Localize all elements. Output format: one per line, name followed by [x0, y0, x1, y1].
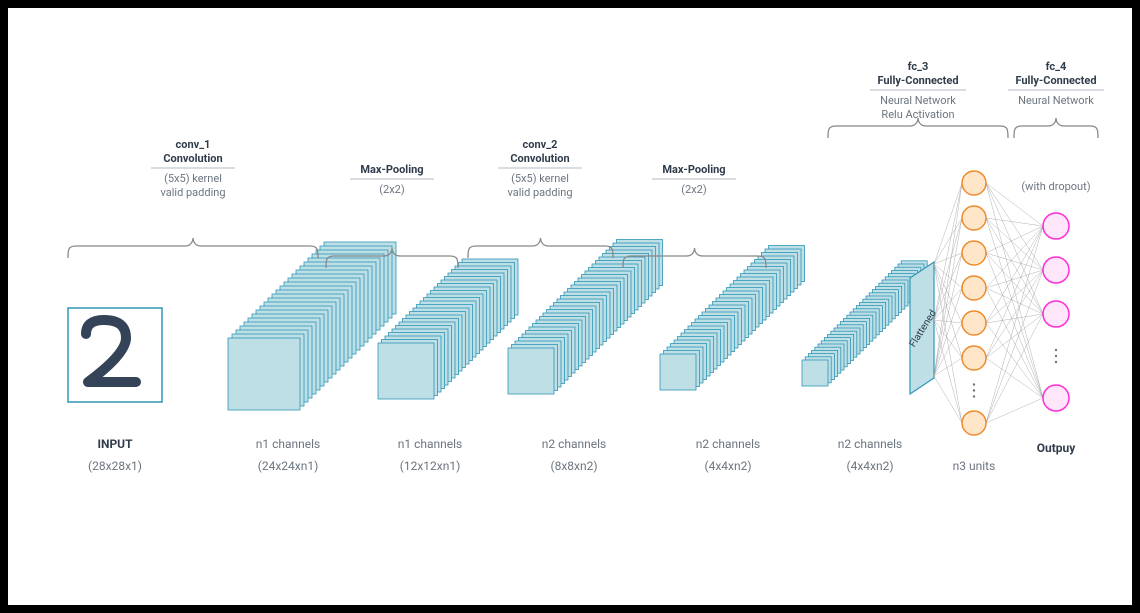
svg-text:fc_3: fc_3 [908, 60, 929, 73]
svg-text:n2 channels: n2 channels [696, 437, 761, 451]
svg-text:n1 channels: n1 channels [256, 437, 321, 451]
svg-text:n2 channels: n2 channels [838, 437, 903, 451]
fc4-node [1043, 257, 1069, 283]
fc3-node [962, 171, 986, 195]
svg-text:Outpuy: Outpuy [1037, 441, 1077, 455]
fc4-node [1043, 213, 1069, 239]
svg-text:n3 units: n3 units [953, 459, 996, 473]
stack-pool1 [378, 259, 518, 399]
fc3-node [962, 276, 986, 300]
diagram-frame: { "type": "cnn-architecture-diagram", "c… [0, 0, 1140, 613]
svg-text:Convolution: Convolution [163, 152, 222, 165]
svg-text:(4x4xn2): (4x4xn2) [704, 459, 751, 473]
stack-conv1 [228, 242, 396, 410]
stack-pool2 [660, 246, 805, 391]
svg-text:(12x12xn1): (12x12xn1) [400, 459, 461, 473]
svg-text:(28x28x1): (28x28x1) [88, 459, 142, 473]
svg-text:valid padding: valid padding [160, 186, 225, 199]
svg-text:Convolution: Convolution [510, 152, 569, 165]
fc4-node [1043, 385, 1069, 411]
svg-text:Max-Pooling: Max-Pooling [662, 163, 725, 176]
svg-text:conv_2: conv_2 [523, 138, 558, 151]
fc3-node [962, 241, 986, 265]
svg-text:(2x2): (2x2) [681, 183, 707, 196]
fc3-node [962, 346, 986, 370]
stack-conv2 [508, 240, 663, 395]
svg-text:Max-Pooling: Max-Pooling [360, 163, 423, 176]
svg-text:Neural Network: Neural Network [1018, 94, 1094, 107]
svg-text:INPUT: INPUT [97, 437, 133, 451]
svg-text:Fully-Connected: Fully-Connected [1015, 74, 1096, 87]
stack-flatten [802, 261, 927, 386]
fc-edges [934, 183, 1043, 423]
svg-text:Neural Network: Neural Network [880, 94, 956, 107]
brace [1014, 118, 1098, 138]
svg-text:Relu Activation: Relu Activation [881, 108, 954, 121]
svg-text:conv_1: conv_1 [176, 138, 211, 151]
svg-text:fc_4: fc_4 [1046, 60, 1067, 73]
fc4-node [1043, 301, 1069, 327]
svg-text:(4x4xn2): (4x4xn2) [846, 459, 893, 473]
svg-text:Fully-Connected: Fully-Connected [877, 74, 958, 87]
svg-text:(5x5) kernel: (5x5) kernel [164, 172, 222, 185]
cnn-diagram-svg: INPUT (28x28x1) n1 channels (24x24xn1) conv_… [8, 8, 1132, 605]
brace [468, 238, 613, 258]
svg-text:(with dropout): (with dropout) [1021, 180, 1090, 193]
svg-text:(5x5) kernel: (5x5) kernel [511, 172, 569, 185]
fc3-node [962, 206, 986, 230]
svg-text:(8x8xn2): (8x8xn2) [550, 459, 597, 473]
svg-text:valid padding: valid padding [507, 186, 572, 199]
svg-text:n2 channels: n2 channels [542, 437, 607, 451]
svg-text:(24x24xn1): (24x24xn1) [258, 459, 319, 473]
brace [828, 118, 1008, 138]
fc3-node [962, 311, 986, 335]
svg-text:(2x2): (2x2) [379, 183, 405, 196]
fc3-node [962, 411, 986, 435]
brace [68, 238, 318, 258]
svg-text:n1 channels: n1 channels [398, 437, 463, 451]
